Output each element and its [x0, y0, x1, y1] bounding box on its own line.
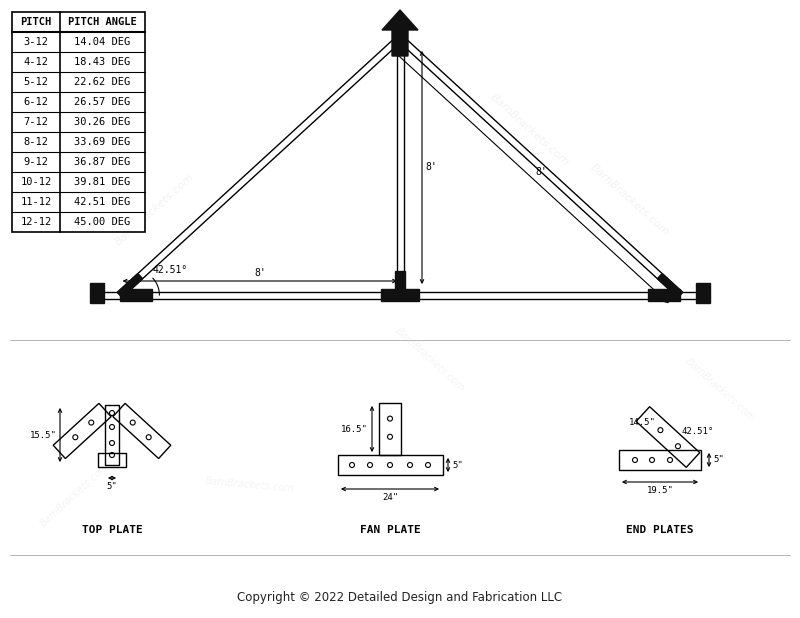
Bar	[619, 450, 701, 470]
Bar	[397, 38, 403, 295]
Bar	[338, 455, 442, 475]
Text: 9-12: 9-12	[23, 157, 49, 167]
Text: 8': 8'	[425, 161, 437, 172]
Text: 12-12: 12-12	[20, 217, 52, 227]
Text: 36.87 DEG: 36.87 DEG	[74, 157, 130, 167]
Text: Copyright © 2022 Detailed Design and Fabrication LLC: Copyright © 2022 Detailed Design and Fab…	[238, 591, 562, 604]
Bar	[105, 405, 119, 465]
Text: BarnBrackets.com: BarnBrackets.com	[589, 162, 671, 238]
Text: BarnBrackets.com: BarnBrackets.com	[205, 476, 295, 494]
Polygon shape	[658, 274, 682, 298]
Text: BarnBrackets.com: BarnBrackets.com	[394, 326, 466, 394]
Text: 24": 24"	[382, 493, 398, 502]
Text: 8': 8'	[254, 268, 266, 278]
Text: 14.5": 14.5"	[629, 418, 656, 427]
Text: 8-12: 8-12	[23, 137, 49, 147]
Text: 22.62 DEG: 22.62 DEG	[74, 77, 130, 87]
Text: 10-12: 10-12	[20, 177, 52, 187]
Bar	[395, 271, 405, 289]
Text: 26.57 DEG: 26.57 DEG	[74, 97, 130, 107]
Text: 42.51°: 42.51°	[682, 428, 714, 436]
Text: 16.5": 16.5"	[341, 425, 368, 433]
Text: 5": 5"	[713, 455, 724, 465]
Text: BarnBrackets.com: BarnBrackets.com	[489, 92, 571, 168]
Text: 45.00 DEG: 45.00 DEG	[74, 217, 130, 227]
Bar	[120, 289, 152, 301]
Text: 14.04 DEG: 14.04 DEG	[74, 37, 130, 47]
Text: END PLATES: END PLATES	[626, 525, 694, 535]
Bar	[98, 453, 126, 467]
Text: 15.5": 15.5"	[30, 431, 57, 439]
Text: 42.51°: 42.51°	[153, 265, 188, 275]
Text: BarnBrackets.com: BarnBrackets.com	[683, 357, 757, 424]
Text: TOP PLATE: TOP PLATE	[82, 525, 142, 535]
Bar	[379, 403, 401, 455]
Bar	[12, 12, 145, 232]
Text: 18.43 DEG: 18.43 DEG	[74, 57, 130, 67]
Text: 8': 8'	[536, 167, 547, 177]
Text: PITCH ANGLE: PITCH ANGLE	[68, 17, 137, 27]
Text: 4-12: 4-12	[23, 57, 49, 67]
Text: 11-12: 11-12	[20, 197, 52, 207]
Text: 6-12: 6-12	[23, 97, 49, 107]
Bar	[648, 289, 680, 301]
Text: 33.69 DEG: 33.69 DEG	[74, 137, 130, 147]
Text: 30.26 DEG: 30.26 DEG	[74, 117, 130, 127]
Text: 7-12: 7-12	[23, 117, 49, 127]
Bar	[92, 292, 708, 298]
Bar	[696, 283, 710, 303]
Text: 3-12: 3-12	[23, 37, 49, 47]
Polygon shape	[382, 10, 418, 56]
Polygon shape	[118, 274, 142, 298]
Text: 5": 5"	[106, 482, 118, 491]
Text: BarnBrackets.com: BarnBrackets.com	[114, 172, 196, 248]
Bar	[90, 283, 104, 303]
Text: FAN PLATE: FAN PLATE	[360, 525, 420, 535]
Text: 42.51 DEG: 42.51 DEG	[74, 197, 130, 207]
Text: 5": 5"	[452, 460, 462, 470]
Text: BarnBrackets.com: BarnBrackets.com	[38, 461, 112, 529]
Text: 5-12: 5-12	[23, 77, 49, 87]
Text: PITCH: PITCH	[20, 17, 52, 27]
Text: 39.81 DEG: 39.81 DEG	[74, 177, 130, 187]
Bar	[381, 289, 419, 301]
Text: 19.5": 19.5"	[646, 486, 674, 495]
